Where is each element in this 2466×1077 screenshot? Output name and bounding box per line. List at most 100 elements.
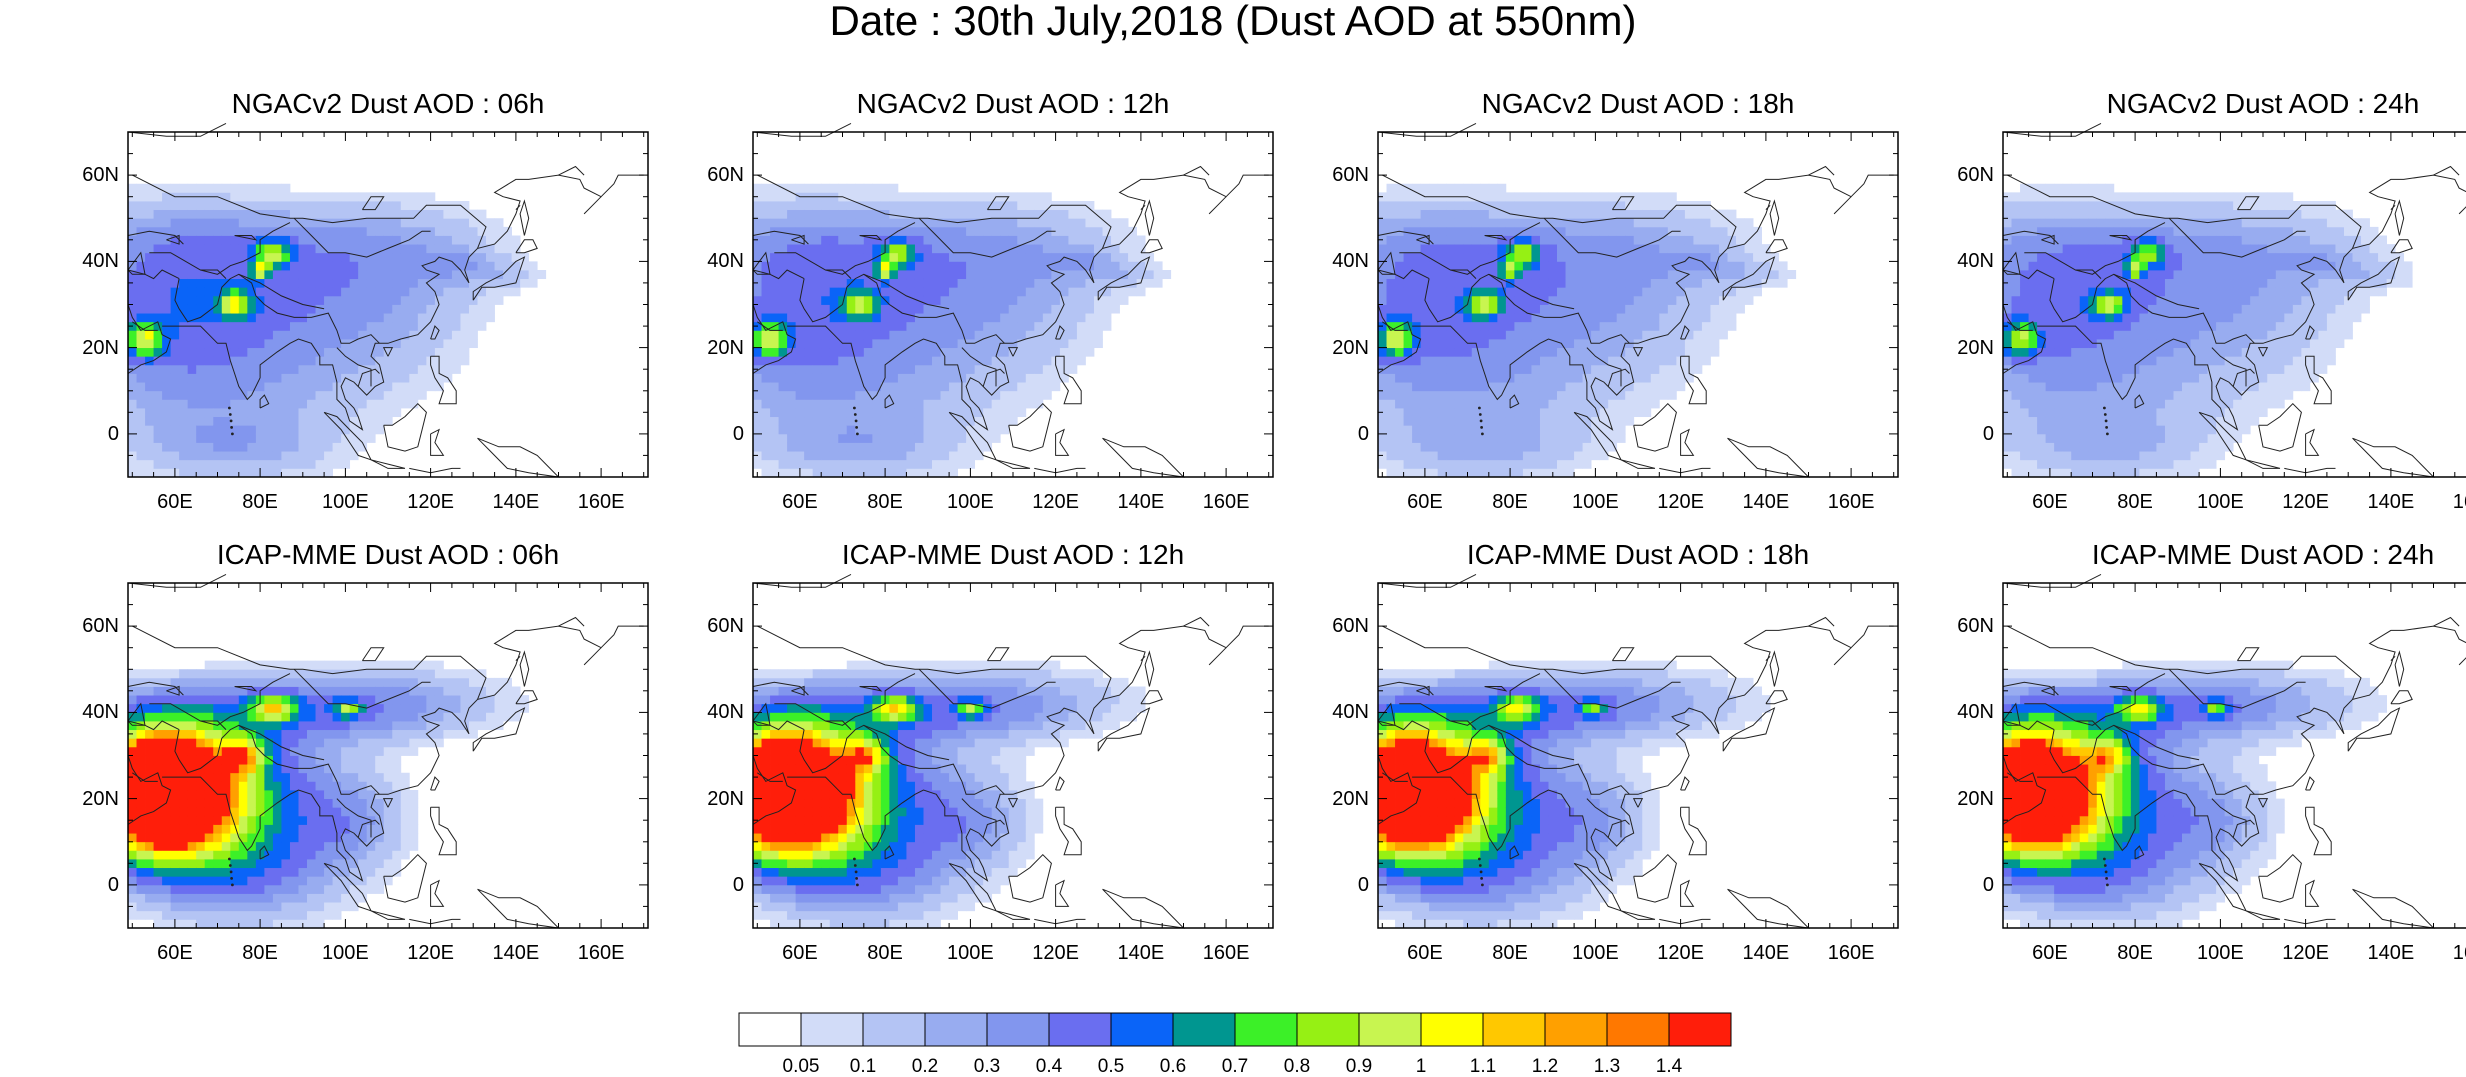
lat-tick-label: 0 <box>700 875 744 895</box>
dust-aod-map <box>753 583 1273 928</box>
lon-tick-label: 120E <box>391 943 471 963</box>
lat-tick-label: 60N <box>75 165 119 185</box>
colorbar-label: 0.7 <box>1205 1057 1265 1076</box>
lon-tick-label: 60E <box>760 492 840 512</box>
colorbar-label: 0.1 <box>833 1057 893 1076</box>
lat-tick-label: 40N <box>75 251 119 271</box>
dust-aod-field <box>753 661 1146 929</box>
colorbar-boxes <box>738 1012 1732 1047</box>
lon-tick-label: 160E <box>1186 943 1266 963</box>
dust-aod-map <box>2003 583 2466 928</box>
map-plot-area <box>128 583 648 928</box>
colorbar-swatch <box>1421 1013 1483 1046</box>
lon-tick-label: 100E <box>1555 492 1635 512</box>
lon-tick-label: 100E <box>2180 943 2260 963</box>
lon-tick-label: 100E <box>305 492 385 512</box>
colorbar-swatch <box>1049 1013 1111 1046</box>
colorbar-label: 0.2 <box>895 1057 955 1076</box>
colorbar-swatch <box>1173 1013 1235 1046</box>
colorbar-swatch <box>1359 1013 1421 1046</box>
lon-tick-label: 160E <box>1811 492 1891 512</box>
map-plot-area <box>753 583 1273 928</box>
lon-tick-label: 160E <box>2436 492 2466 512</box>
colorbar-label: 0.4 <box>1019 1057 1079 1076</box>
map-plot-area <box>1378 132 1898 477</box>
lon-tick-label: 80E <box>220 943 300 963</box>
colorbar-swatch <box>1297 1013 1359 1046</box>
lon-tick-label: 160E <box>2436 943 2466 963</box>
colorbar-swatch <box>1235 1013 1297 1046</box>
lon-tick-label: 100E <box>930 943 1010 963</box>
lon-tick-label: 100E <box>305 943 385 963</box>
lon-tick-label: 140E <box>2351 492 2431 512</box>
dust-aod-map <box>1378 132 1898 477</box>
lat-tick-label: 20N <box>1325 338 1369 358</box>
lat-tick-label: 20N <box>1950 338 1994 358</box>
lon-tick-label: 60E <box>135 943 215 963</box>
colorbar-swatch <box>1669 1013 1731 1046</box>
lat-tick-label: 20N <box>75 338 119 358</box>
lat-tick-label: 60N <box>700 616 744 636</box>
lon-tick-label: 80E <box>845 492 925 512</box>
lat-tick-label: 40N <box>1325 251 1369 271</box>
lon-tick-label: 160E <box>1186 492 1266 512</box>
colorbar-label: 1.2 <box>1515 1057 1575 1076</box>
lon-tick-label: 160E <box>561 492 641 512</box>
lon-tick-label: 120E <box>391 492 471 512</box>
lon-tick-label: 80E <box>220 492 300 512</box>
lon-tick-label: 80E <box>1470 492 1550 512</box>
lat-tick-label: 0 <box>1950 424 1994 444</box>
lon-tick-label: 80E <box>1470 943 1550 963</box>
panel-title: ICAP-MME Dust AOD : 18h <box>1378 541 1898 569</box>
lat-tick-label: 60N <box>1325 165 1369 185</box>
colorbar-label: 0.6 <box>1143 1057 1203 1076</box>
lon-tick-label: 120E <box>2266 943 2346 963</box>
colorbar-swatch <box>863 1013 925 1046</box>
map-plot-area <box>753 132 1273 477</box>
lat-tick-label: 60N <box>1950 165 1994 185</box>
dust-aod-map <box>128 132 648 477</box>
lon-tick-label: 120E <box>2266 492 2346 512</box>
map-plot-area <box>1378 583 1898 928</box>
colorbar-label: 0.3 <box>957 1057 1017 1076</box>
dust-aod-field <box>128 661 529 929</box>
lat-tick-label: 0 <box>1325 424 1369 444</box>
dust-aod-map <box>128 583 648 928</box>
lat-tick-label: 0 <box>1950 875 1994 895</box>
colorbar-swatch <box>739 1013 801 1046</box>
colorbar-label: 0.5 <box>1081 1057 1141 1076</box>
colorbar-swatch <box>1483 1013 1545 1046</box>
lat-tick-label: 60N <box>700 165 744 185</box>
lon-tick-label: 120E <box>1641 943 1721 963</box>
lat-tick-label: 0 <box>1325 875 1369 895</box>
panel-title: NGACv2 Dust AOD : 24h <box>2003 90 2466 118</box>
colorbar-label: 0.8 <box>1267 1057 1327 1076</box>
lat-tick-label: 60N <box>75 616 119 636</box>
lon-tick-label: 60E <box>1385 492 1465 512</box>
colorbar-swatch <box>1545 1013 1607 1046</box>
panel-title: NGACv2 Dust AOD : 18h <box>1378 90 1898 118</box>
lon-tick-label: 100E <box>2180 492 2260 512</box>
lon-tick-label: 140E <box>1101 492 1181 512</box>
colorbar-swatch <box>801 1013 863 1046</box>
lon-tick-label: 140E <box>476 492 556 512</box>
lon-tick-label: 100E <box>1555 943 1635 963</box>
lat-tick-label: 0 <box>75 875 119 895</box>
lon-tick-label: 140E <box>1726 492 1806 512</box>
lat-tick-label: 40N <box>700 702 744 722</box>
colorbar-label: 1.1 <box>1453 1057 1513 1076</box>
map-plot-area <box>2003 583 2466 928</box>
lon-tick-label: 120E <box>1016 943 1096 963</box>
lat-tick-label: 20N <box>1325 789 1369 809</box>
lat-tick-label: 40N <box>700 251 744 271</box>
lat-tick-label: 20N <box>700 338 744 358</box>
lon-tick-label: 60E <box>2010 943 2090 963</box>
dust-aod-field <box>2003 184 2413 478</box>
